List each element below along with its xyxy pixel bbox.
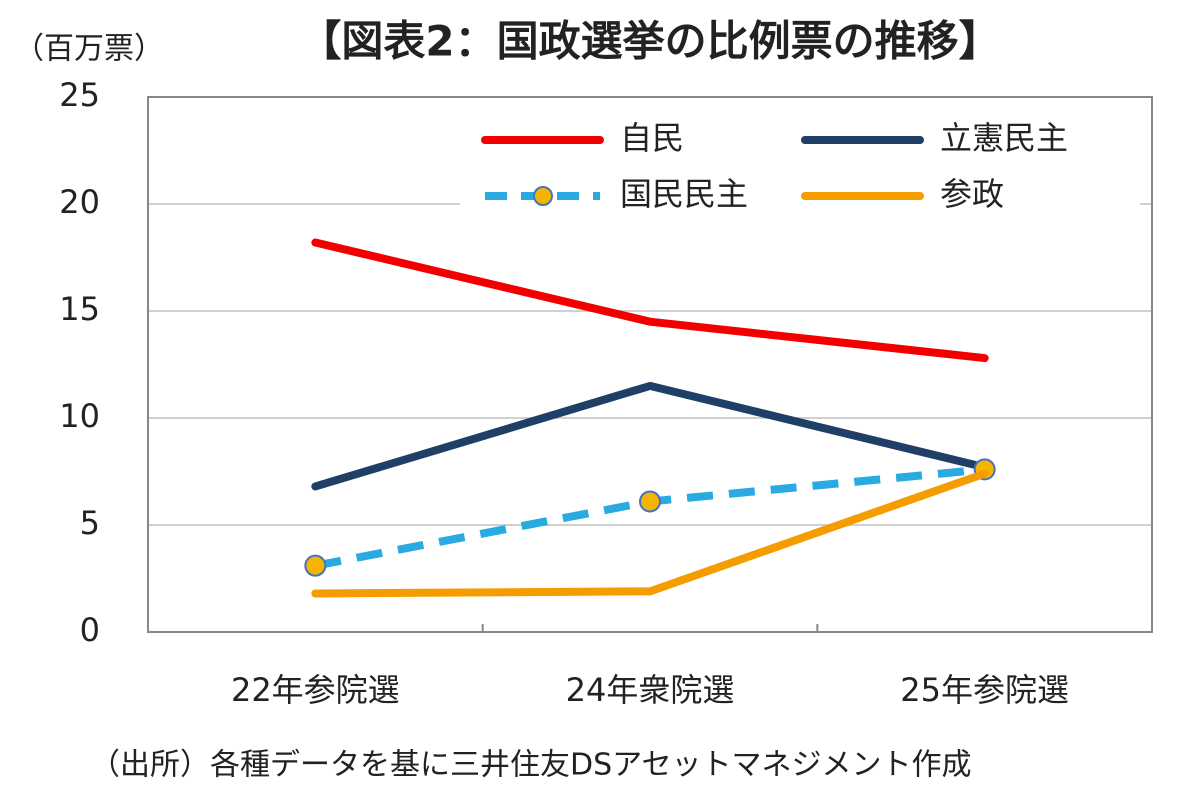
source-note: （出所）各種データを基に三井住友DSアセットマネジメント作成 <box>90 748 972 783</box>
x-tick-label: 25年参院選 <box>900 671 1069 709</box>
y-tick-label: 0 <box>80 611 100 649</box>
y-tick-label: 10 <box>59 397 100 435</box>
y-axis-label: （百万票） <box>14 32 164 67</box>
series-line <box>314 465 986 570</box>
legend-label: 参政 <box>940 175 1004 213</box>
series-line <box>311 238 989 363</box>
point-marker <box>304 554 327 577</box>
x-tick-label: 22年参院選 <box>231 671 400 709</box>
legend-label: 自民 <box>620 119 684 157</box>
legend-label: 国民民主 <box>620 175 748 213</box>
point-marker <box>639 490 661 513</box>
legend-marker <box>533 186 553 206</box>
plot-border <box>147 96 1153 633</box>
legend-box <box>460 112 1140 224</box>
y-tick-label: 5 <box>80 504 100 542</box>
y-tick-label: 15 <box>59 290 100 328</box>
x-tick-label: 24年衆院選 <box>566 671 735 709</box>
legend-label: 立憲民主 <box>940 119 1068 157</box>
chart-title: 【図表2：国政選挙の比例票の推移】 <box>299 17 1000 66</box>
y-tick-label: 25 <box>59 76 100 114</box>
series-line <box>311 469 989 598</box>
y-tick-label: 20 <box>59 183 100 221</box>
series-line <box>311 381 989 491</box>
